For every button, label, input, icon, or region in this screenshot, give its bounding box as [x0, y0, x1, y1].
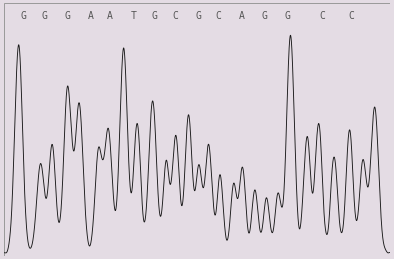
- Text: G: G: [20, 11, 26, 21]
- Text: G: G: [152, 11, 158, 21]
- Text: C: C: [215, 11, 221, 21]
- Text: G: G: [196, 11, 202, 21]
- Text: C: C: [173, 11, 179, 21]
- Text: C: C: [320, 11, 325, 21]
- Text: G: G: [285, 11, 291, 21]
- Text: A: A: [88, 11, 94, 21]
- Text: C: C: [349, 11, 354, 21]
- Text: G: G: [65, 11, 71, 21]
- Text: G: G: [41, 11, 47, 21]
- Text: A: A: [238, 11, 244, 21]
- Text: A: A: [107, 11, 113, 21]
- Text: G: G: [262, 11, 268, 21]
- Text: T: T: [130, 11, 136, 21]
